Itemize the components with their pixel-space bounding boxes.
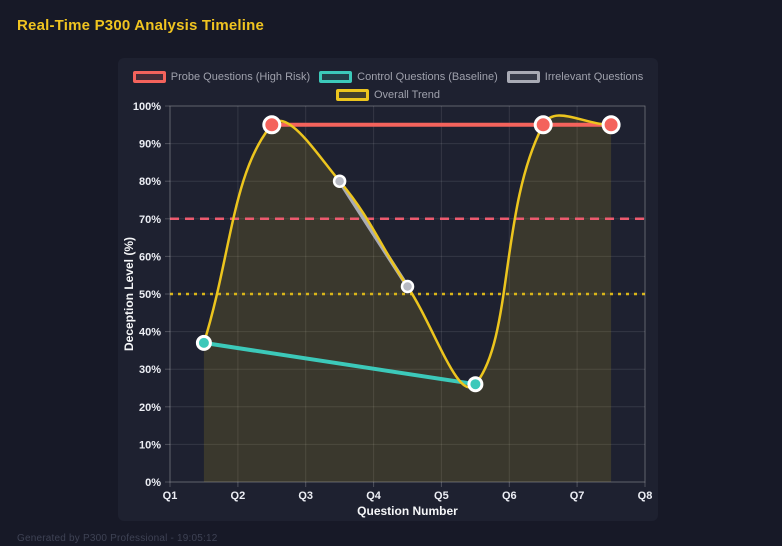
svg-text:Q1: Q1 bbox=[163, 490, 178, 502]
legend-item-irrelevant[interactable]: Irrelevant Questions bbox=[506, 71, 644, 83]
legend-row: Probe Questions (High Risk) Control Quest… bbox=[132, 71, 644, 83]
axis-labels: 0% 10% 20% 30% 40% 50% 60% 70% 80% 90% 100% Q1 Q2 Q3 Q… bbox=[122, 101, 652, 518]
legend-swatch-trend-icon bbox=[335, 89, 369, 101]
data-point[interactable] bbox=[332, 174, 347, 188]
series-line bbox=[201, 340, 478, 387]
x-axis-title: Question Number bbox=[357, 504, 458, 518]
legend-label: Probe Questions (High Risk) bbox=[170, 71, 311, 83]
legend-swatch-probe-icon bbox=[132, 71, 166, 83]
chart-legend: Probe Questions (High Risk) Control Quest… bbox=[118, 71, 658, 101]
legend-label: Control Questions (Baseline) bbox=[357, 71, 498, 83]
svg-text:0%: 0% bbox=[145, 477, 161, 489]
data-point[interactable] bbox=[400, 279, 415, 294]
grid bbox=[165, 105, 646, 487]
timeline-chart: 0% 10% 20% 30% 40% 50% 60% 70% 80% 90% 100% Q1 Q2 Q3 Q… bbox=[122, 101, 652, 518]
data-point[interactable] bbox=[601, 115, 621, 135]
svg-text:60%: 60% bbox=[139, 251, 161, 263]
svg-text:30%: 30% bbox=[139, 364, 161, 376]
svg-text:40%: 40% bbox=[139, 327, 161, 339]
plot-border bbox=[169, 105, 646, 483]
svg-text:20%: 20% bbox=[139, 402, 161, 414]
svg-text:10%: 10% bbox=[139, 439, 161, 451]
svg-text:Q8: Q8 bbox=[638, 490, 653, 502]
svg-text:Q6: Q6 bbox=[502, 490, 517, 502]
data-point[interactable] bbox=[195, 334, 212, 351]
legend-row: Overall Trend bbox=[335, 89, 441, 101]
svg-text:Q2: Q2 bbox=[231, 490, 246, 502]
legend-swatch-control-icon bbox=[319, 71, 353, 83]
svg-text:Q4: Q4 bbox=[366, 490, 382, 502]
svg-text:100%: 100% bbox=[133, 101, 161, 113]
page-title: Real-Time P300 Analysis Timeline bbox=[17, 17, 265, 34]
legend-item-probe[interactable]: Probe Questions (High Risk) bbox=[132, 71, 311, 83]
legend-swatch-irrelevant-icon bbox=[506, 71, 540, 83]
legend-item-trend[interactable]: Overall Trend bbox=[335, 89, 441, 101]
svg-text:50%: 50% bbox=[139, 289, 161, 301]
legend-label: Overall Trend bbox=[373, 89, 441, 101]
data-point[interactable] bbox=[533, 115, 553, 135]
y-axis-title: Deception Level (%) bbox=[122, 237, 136, 351]
legend-label: Irrelevant Questions bbox=[544, 71, 644, 83]
chart-card: Probe Questions (High Risk) Control Quest… bbox=[118, 58, 658, 521]
data-point[interactable] bbox=[262, 115, 282, 135]
svg-text:Q7: Q7 bbox=[570, 490, 585, 502]
svg-text:70%: 70% bbox=[139, 214, 161, 226]
trend-fill-area bbox=[203, 115, 612, 482]
svg-text:Q5: Q5 bbox=[434, 490, 449, 502]
legend-item-control[interactable]: Control Questions (Baseline) bbox=[319, 71, 498, 83]
svg-text:80%: 80% bbox=[139, 176, 161, 188]
footer-note: Generated by P300 Professional - 19:05:1… bbox=[17, 533, 218, 544]
data-point[interactable] bbox=[467, 376, 484, 393]
svg-text:Q3: Q3 bbox=[298, 490, 313, 502]
svg-text:90%: 90% bbox=[139, 139, 161, 151]
